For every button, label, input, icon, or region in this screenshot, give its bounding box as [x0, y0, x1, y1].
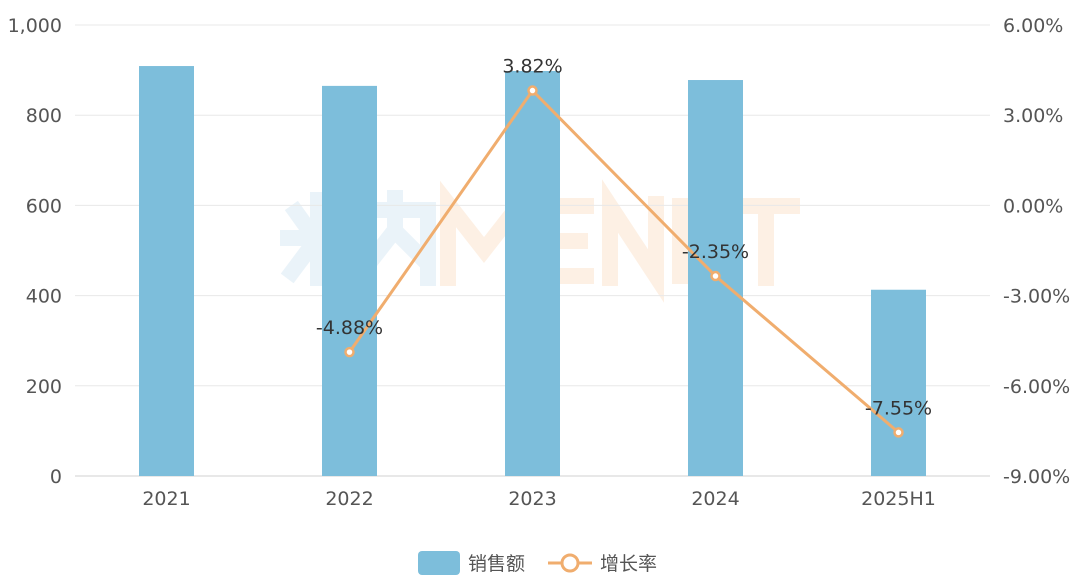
legend-swatch-marker [560, 553, 580, 573]
legend-swatch-bar[interactable] [418, 551, 460, 575]
legend: 销售额 增长率 [418, 551, 657, 575]
legend-label-line[interactable]: 增长率 [600, 553, 657, 575]
y-right-tick-label: -6.00% [1003, 376, 1070, 398]
growth-line [348, 88, 900, 434]
y-right-tick-label: 0.00% [1003, 195, 1063, 217]
growth-data-label: -4.88% [316, 317, 383, 339]
growth-point-2024[interactable] [710, 270, 721, 282]
y-left-tick-label: 600 [26, 195, 62, 217]
y-right-tick-label: -9.00% [1003, 466, 1070, 488]
growth-point-2025H1[interactable] [893, 427, 904, 438]
y-left-tick-label: 400 [26, 286, 62, 308]
y-right-tick-label: -3.00% [1003, 286, 1070, 308]
growth-point-2022[interactable] [344, 346, 355, 358]
y-right-tick-label: 6.00% [1003, 15, 1063, 37]
bar-2025H1[interactable] [871, 289, 926, 476]
y-left-tick-label: 800 [26, 105, 62, 127]
bar-2022[interactable] [322, 85, 377, 476]
bar-2021[interactable] [139, 66, 194, 476]
y-right-tick-label: 3.00% [1003, 105, 1063, 127]
x-tick-label: 2025H1 [861, 488, 936, 510]
x-tick-label: 2024 [691, 488, 739, 510]
growth-data-label: -7.55% [865, 397, 932, 419]
growth-data-label: -2.35% [682, 241, 749, 263]
y-left-tick-label: 1,000 [8, 15, 62, 37]
x-tick-label: 2021 [142, 488, 190, 510]
growth-point-2023[interactable] [527, 85, 538, 96]
x-tick-label: 2023 [508, 488, 556, 510]
growth-data-label: 3.82% [502, 56, 562, 78]
legend-label-bar[interactable]: 销售额 [468, 553, 525, 575]
y-left-tick-label: 0 [50, 466, 62, 488]
x-tick-label: 2022 [325, 488, 373, 510]
bar-2023[interactable] [505, 71, 560, 476]
y-left-tick-label: 200 [26, 376, 62, 398]
